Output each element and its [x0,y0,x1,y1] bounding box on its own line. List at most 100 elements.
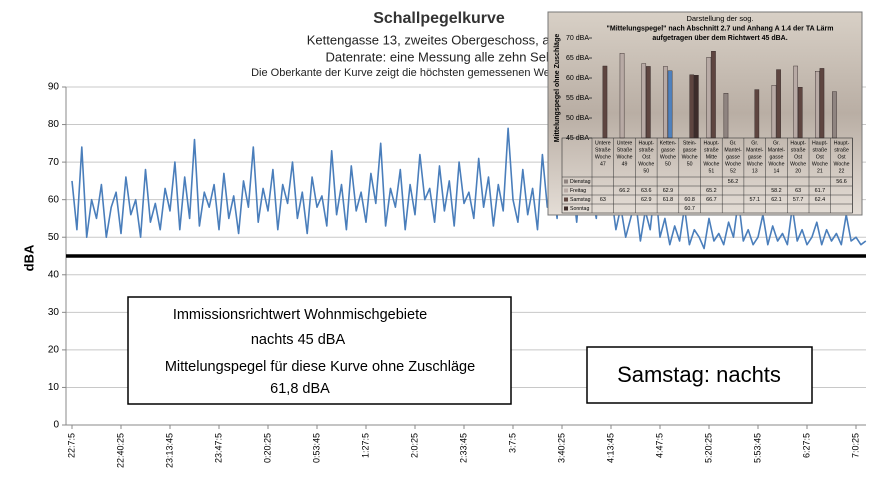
inset-bar [667,70,673,139]
x-tick-label: 1:27:5 [360,433,370,458]
inset-bar [771,84,777,139]
table-value: 66.2 [619,188,630,194]
inset-column-label: Haupt- [638,140,654,146]
inset-bar [694,74,699,139]
inset-bar [793,65,798,139]
inset-column-label: Woche [812,161,828,167]
annotation-box [127,296,512,405]
annotation-text: Samstag: nachts [617,362,781,387]
inset-column-label: 50 [687,161,693,167]
inset-column-label: gasse [748,154,762,160]
inset-column-label: Straße [617,147,633,153]
inset-column-label: Untere [617,140,633,146]
inset-bar [663,66,668,139]
inset-column-label: Ost [794,154,803,160]
inset-column-label: Woche [703,161,719,167]
inset-y-tick-label: 55 dBA [566,95,589,102]
inset-column-label: 50 [643,168,649,174]
inset-bar [619,53,625,139]
legend-swatch [564,179,568,184]
table-value: 62.4 [815,197,826,203]
inset-column-label: straße [704,147,719,153]
table-value: 62.1 [771,197,782,203]
inset-bar [689,74,695,139]
inset-column-label: Straße [595,147,611,153]
inset-y-tick-label: 45 dBA [566,135,589,142]
legend-swatch [564,206,568,211]
inset-column-label: 51 [708,168,714,174]
annotation-text: Immissionsrichtwert Wohnmischgebiete [173,307,427,323]
inset-title: aufgetragen über dem Richtwert 45 dBA. [652,35,787,42]
table-value: 56.6 [836,179,847,185]
inset-bar [815,70,820,139]
inset-bar [706,57,712,139]
inset-bar [646,66,651,139]
x-tick-label: 6:27:5 [801,433,811,458]
y-tick-label: 90 [48,82,60,93]
inset-column-label: Haupt- [812,140,828,146]
x-tick-label: 4:13:45 [605,433,615,463]
chart-title: Schallpegelkurve [373,10,505,27]
x-tick-label: 0:53:45 [311,433,321,463]
inset-title: "Mittelungspegel" nach Abschnitt 2.7 und… [607,25,834,32]
table-value: 63.6 [641,188,652,194]
x-tick-label: 2:33:45 [458,433,468,463]
y-tick-label: 70 [48,157,60,168]
table-value: 60.8 [684,197,695,203]
annotation-text: nachts 45 dBA [251,332,346,348]
data-line [71,112,867,250]
table-value: 56.2 [728,179,739,185]
x-tick-label: 2:0:25 [409,433,419,458]
legend-swatch [564,188,568,193]
x-tick-label: 7:0:25 [850,433,860,458]
legend-label: Dienstag [570,179,591,185]
inset-column-label: Woche [660,154,676,160]
inset-column-label: Stein- [683,140,697,146]
inset-column-label: Gr. [730,140,737,146]
inset-y-label: Mittelungspegel ohne Zuschläge [554,34,561,143]
table-value: 65.2 [706,188,717,194]
inset-y-tick-label: 70 dBA [566,35,589,42]
inset-column-label: Haupt- [704,140,720,146]
table-value: 57.7 [793,197,804,203]
inset-column-label: gasse [770,154,784,160]
legend-swatch [564,197,568,202]
inset-column-label: 22 [839,168,845,174]
annotation-text: 61,8 dBA [270,381,330,397]
x-tick-label: 4:47:5 [654,433,664,458]
legend-label: Freitag [570,188,586,194]
inset-chart: Darstellung der sog. "Mittelungspegel" na… [547,11,863,216]
inset-column-label: Woche [595,154,611,160]
x-tick-label: 22:40:25 [115,433,125,468]
inset-column-label: gasse [683,147,697,153]
table-value: 58.2 [771,188,782,194]
inset-column-label: Mitte [706,154,717,160]
inset-column-label: Woche [834,161,850,167]
table-value: 61.7 [815,188,826,194]
x-tick-label: 3:7:5 [507,433,517,453]
annotation-text: Mittelungspegel für diese Kurve ohne Zus… [165,359,475,375]
x-tick-label: 23:47:5 [213,433,223,463]
subtitle: Die Oberkante der Kurve zeigt die höchst… [251,67,627,79]
inset-column-label: Woche [725,161,741,167]
table-value: 57.1 [750,197,761,203]
inset-bar [797,86,803,139]
legend-label: Sonntag [570,206,589,212]
inset-bar [723,92,729,139]
y-tick-label: 80 [48,119,60,130]
inset-column-label: 14 [774,168,780,174]
inset-column-label: straße [791,147,806,153]
y-tick-label: 0 [53,420,59,431]
inset-y-tick-label: 65 dBA [566,55,589,62]
annotations: Immissionsrichtwert Wohnmischgebiete nach… [127,296,813,405]
inset-column-label: gasse [661,147,675,153]
inset-column-label: Woche [638,161,654,167]
table-value: 61.8 [663,197,674,203]
y-tick-label: 10 [48,382,60,393]
annotation-box [586,346,813,404]
inset-bar [641,63,647,139]
x-tick-label: 5:53:45 [752,433,762,463]
inset-title: Darstellung der sog. [686,14,753,23]
